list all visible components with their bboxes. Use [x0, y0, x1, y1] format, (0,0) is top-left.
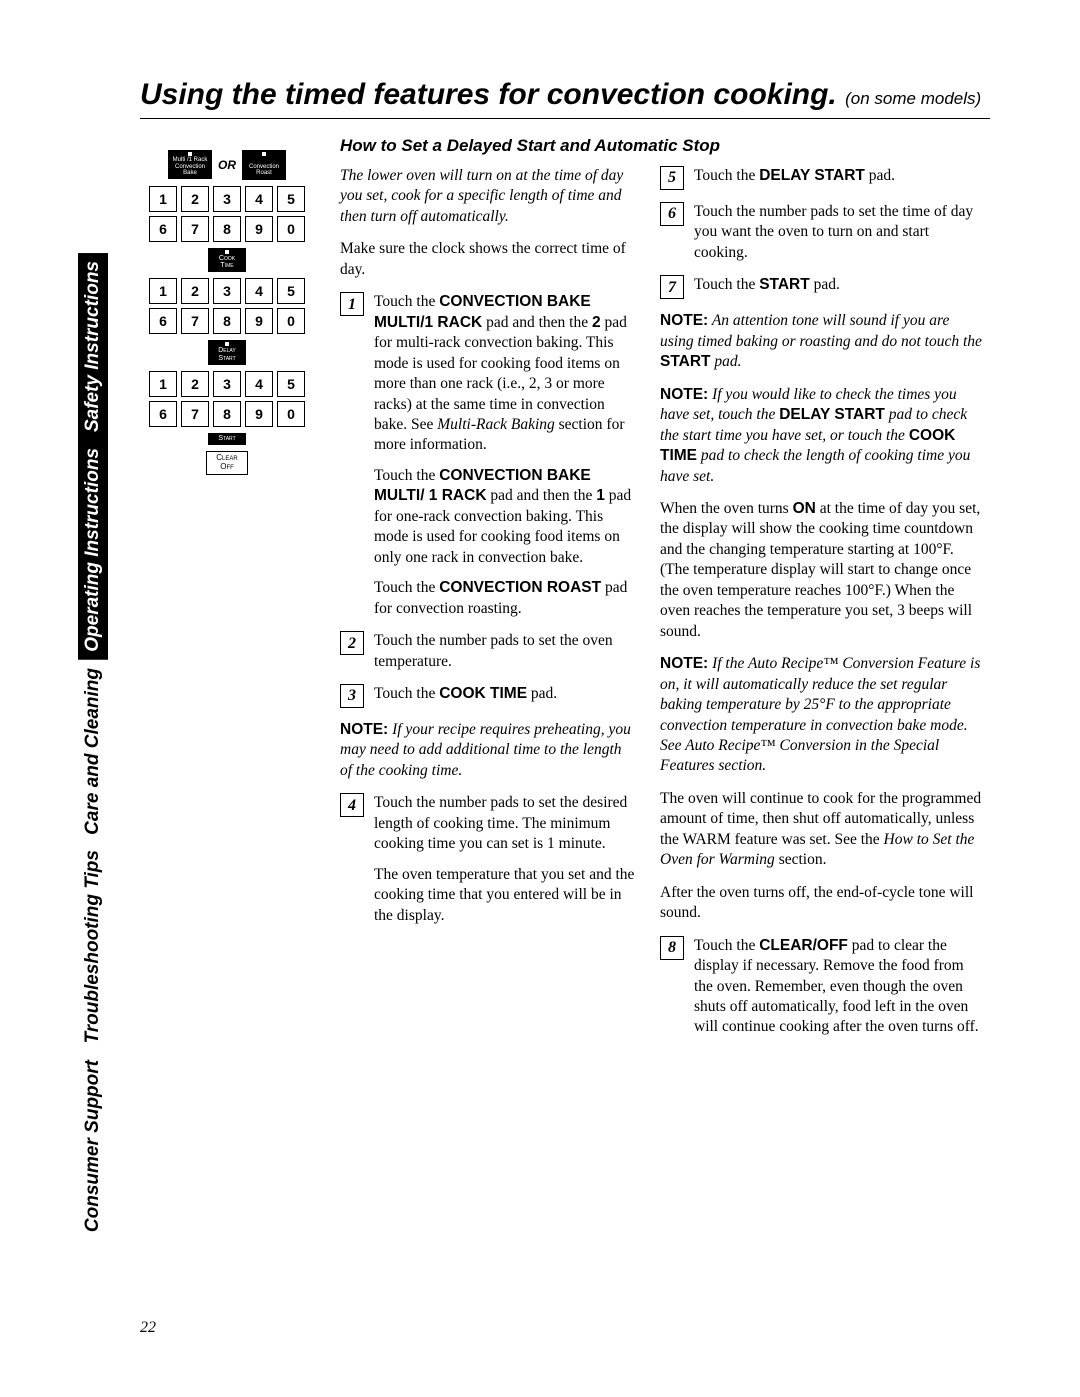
key-5: 5 — [277, 186, 305, 212]
key-6: 6 — [149, 401, 177, 427]
note-check-times: NOTE: If you would like to check the tim… — [660, 385, 982, 487]
step-number-icon: 6 — [660, 202, 684, 226]
key-0: 0 — [277, 216, 305, 242]
tab-operating[interactable]: Operating Instructions — [78, 440, 108, 660]
step-5: 5 Touch the DELAY START pad. — [660, 166, 982, 190]
key-4: 4 — [245, 186, 273, 212]
after-off-paragraph: After the oven turns off, the end-of-cyc… — [660, 883, 982, 924]
control-panel-illustration: Multi /1 Rack Convection Bake OR Convect… — [142, 144, 312, 481]
step-1-paragraph-c: Touch the CONVECTION ROAST pad for conve… — [374, 578, 636, 619]
keypad-1: 1 2 3 4 5 6 7 8 9 0 — [142, 186, 312, 242]
keypad-3: 1 2 3 4 5 6 7 8 9 0 — [142, 371, 312, 427]
or-label: OR — [218, 158, 236, 172]
key-4: 4 — [245, 371, 273, 397]
step-number-icon: 3 — [340, 684, 364, 708]
key-7: 7 — [181, 308, 209, 334]
key-3: 3 — [213, 371, 241, 397]
key-5: 5 — [277, 371, 305, 397]
key-9: 9 — [245, 401, 273, 427]
step-number-icon: 7 — [660, 275, 684, 299]
when-on-paragraph: When the oven turns ON at the time of da… — [660, 499, 982, 642]
pad-text: Multi /1 Rack — [172, 157, 208, 163]
step-number-icon: 1 — [340, 292, 364, 316]
step-2: 2 Touch the number pads to set the oven … — [340, 631, 636, 672]
body-column-right: 5 Touch the DELAY START pad. 6 Touch the… — [660, 166, 982, 1050]
page-number: 22 — [140, 1319, 156, 1337]
tab-troubleshooting[interactable]: Troubleshooting Tips — [78, 842, 108, 1052]
key-6: 6 — [149, 308, 177, 334]
key-8: 8 — [213, 308, 241, 334]
key-4: 4 — [245, 278, 273, 304]
key-8: 8 — [213, 216, 241, 242]
key-0: 0 — [277, 401, 305, 427]
key-0: 0 — [277, 308, 305, 334]
key-5: 5 — [277, 278, 305, 304]
body-column-left: The lower oven will turn on at the time … — [340, 166, 636, 938]
key-8: 8 — [213, 401, 241, 427]
start-pad: Start — [208, 433, 246, 445]
step-6: 6 Touch the number pads to set the time … — [660, 202, 982, 263]
key-7: 7 — [181, 216, 209, 242]
page-title-sub: (on some models) — [845, 89, 981, 108]
cook-time-pad: Cook Time — [208, 248, 246, 273]
step-7: 7 Touch the START pad. — [660, 275, 982, 299]
delay-start-pad: Delay Start — [208, 340, 246, 365]
step-4: 4 Touch the number pads to set the desir… — [340, 793, 636, 926]
tab-safety[interactable]: Safety Instructions — [78, 253, 108, 440]
step-number-icon: 2 — [340, 631, 364, 655]
convection-bake-pad: Multi /1 Rack Convection Bake — [168, 150, 212, 179]
step-1: 1 Touch the CONVECTION BAKE MULTI/1 RACK… — [340, 292, 636, 619]
key-1: 1 — [149, 278, 177, 304]
tab-consumer-support[interactable]: Consumer Support — [78, 1052, 108, 1240]
pad-text: Convection — [172, 164, 208, 170]
pad-text: Roast — [246, 170, 282, 176]
key-2: 2 — [181, 186, 209, 212]
step-1-paragraph-b: Touch the CONVECTION BAKE MULTI/ 1 RACK … — [374, 466, 636, 568]
key-6: 6 — [149, 216, 177, 242]
key-3: 3 — [213, 186, 241, 212]
page-title: Using the timed features for convection … — [140, 78, 990, 119]
note-attention: NOTE: An attention tone will sound if yo… — [660, 311, 982, 372]
section-heading: How to Set a Delayed Start and Automatic… — [340, 136, 720, 156]
continue-cook-paragraph: The oven will continue to cook for the p… — [660, 789, 982, 871]
step-8: 8 Touch the CLEAR/OFF pad to clear the d… — [660, 936, 982, 1038]
step-number-icon: 5 — [660, 166, 684, 190]
step-number-icon: 4 — [340, 793, 364, 817]
key-9: 9 — [245, 216, 273, 242]
key-1: 1 — [149, 371, 177, 397]
make-sure-text: Make sure the clock shows the correct ti… — [340, 239, 636, 280]
key-7: 7 — [181, 401, 209, 427]
keypad-2: 1 2 3 4 5 6 7 8 9 0 — [142, 278, 312, 334]
step-number-icon: 8 — [660, 936, 684, 960]
note-preheat: NOTE: If your recipe requires preheating… — [340, 720, 636, 781]
tab-care-cleaning[interactable]: Care and Cleaning — [78, 660, 108, 843]
convection-roast-pad: Convection Roast — [242, 150, 286, 180]
clear-off-pad: Clear Off — [206, 451, 248, 475]
key-3: 3 — [213, 278, 241, 304]
key-9: 9 — [245, 308, 273, 334]
key-1: 1 — [149, 186, 177, 212]
note-auto-recipe: NOTE: If the Auto Recipe™ Conversion Fea… — [660, 654, 982, 777]
pad-text: Bake — [172, 170, 208, 176]
key-2: 2 — [181, 371, 209, 397]
page-title-main: Using the timed features for convection … — [140, 78, 837, 111]
key-2: 2 — [181, 278, 209, 304]
step-1-paragraph-a: Touch the CONVECTION BAKE MULTI/1 RACK p… — [374, 292, 636, 456]
intro-text: The lower oven will turn on at the time … — [340, 166, 636, 227]
side-tab-strip: Consumer Support Troubleshooting Tips Ca… — [78, 72, 108, 1240]
step-3: 3 Touch the COOK TIME pad. — [340, 684, 636, 708]
